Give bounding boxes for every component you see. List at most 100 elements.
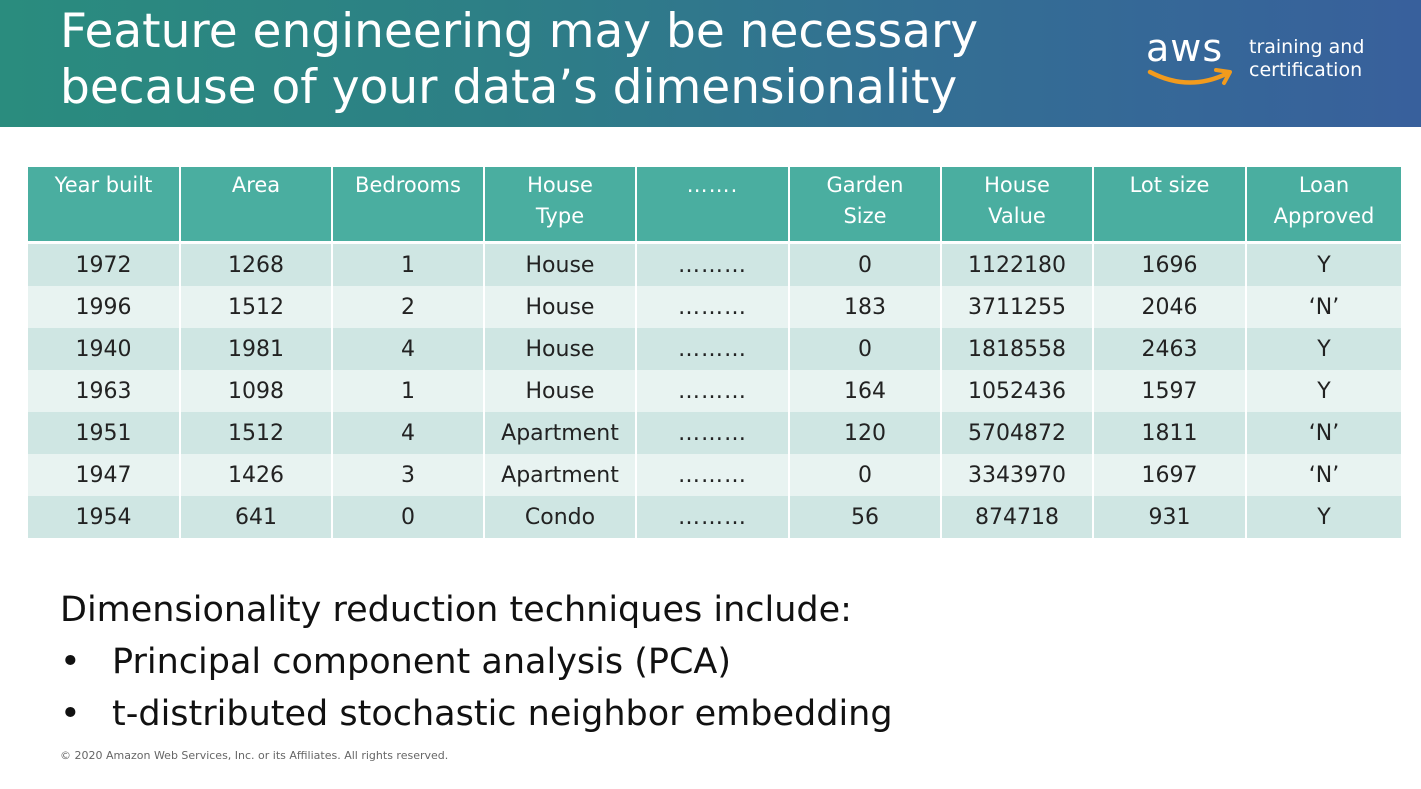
column-header-year-built: Year built — [28, 167, 181, 244]
slide-title: Feature engineering may be necessary bec… — [60, 4, 1060, 116]
table-cell: ……… — [636, 496, 790, 538]
table-cell: 1697 — [1093, 454, 1247, 496]
copyright-notice: © 2020 Amazon Web Services, Inc. or its … — [60, 749, 449, 762]
header-line: Approved — [1273, 204, 1375, 228]
table-cell: 2046 — [1093, 286, 1247, 328]
table-cell: 1981 — [180, 328, 333, 370]
header-line: ……. — [686, 173, 739, 197]
table-cell: Condo — [484, 496, 637, 538]
table-cell: 1098 — [180, 370, 333, 412]
table-cell: Y — [1246, 242, 1401, 286]
table-cell: 931 — [1093, 496, 1247, 538]
slide-header: Feature engineering may be necessary bec… — [0, 0, 1421, 127]
table-cell: 1811 — [1093, 412, 1247, 454]
table-row: 1963 1098 1 House ……… 164 1052436 1597 Y — [28, 370, 1401, 412]
table-cell: 1268 — [180, 242, 333, 286]
dimensionality-techniques: Dimensionality reduction techniques incl… — [60, 584, 1160, 740]
table-cell: 2 — [332, 286, 485, 328]
table-cell: 1963 — [28, 370, 181, 412]
techniques-lead-text: Dimensionality reduction techniques incl… — [60, 590, 852, 630]
header-line: Lot size — [1129, 173, 1210, 197]
slide-title-line-2: because of your data’s dimensionality — [60, 60, 958, 115]
table-cell: 183 — [789, 286, 942, 328]
column-header-lot-size: Lot size — [1093, 167, 1247, 244]
table-cell: ‘N’ — [1246, 412, 1401, 454]
table-header-row: Year built Area Bedrooms House Type ……. G… — [28, 167, 1401, 244]
table-cell: 5704872 — [941, 412, 1094, 454]
table-cell: ……… — [636, 328, 790, 370]
column-header-ellipsis: ……. — [636, 167, 790, 244]
table-cell: 1996 — [28, 286, 181, 328]
table-row: 1947 1426 3 Apartment ……… 0 3343970 1697… — [28, 454, 1401, 496]
list-item: • t-distributed stochastic neighbor embe… — [60, 688, 1160, 740]
list-item: • Principal component analysis (PCA) — [60, 636, 1160, 688]
slide-title-line-1: Feature engineering may be necessary — [60, 4, 979, 59]
list-item-text: Principal component analysis (PCA) — [112, 642, 732, 682]
table-cell: House — [484, 370, 637, 412]
table-row: 1996 1512 2 House ……… 183 3711255 2046 ‘… — [28, 286, 1401, 328]
aws-logo-tagline: training and certification — [1249, 36, 1364, 82]
header-line: Year built — [54, 173, 153, 197]
table-cell: 1426 — [180, 454, 333, 496]
table-cell: ……… — [636, 370, 790, 412]
table-cell: 1122180 — [941, 242, 1094, 286]
table-cell: Apartment — [484, 412, 637, 454]
table-cell: House — [484, 286, 637, 328]
table-row: 1954 641 0 Condo ……… 56 874718 931 Y — [28, 496, 1401, 538]
table-row: 1951 1512 4 Apartment ……… 120 5704872 18… — [28, 412, 1401, 454]
table-cell: ……… — [636, 454, 790, 496]
table-cell: 641 — [180, 496, 333, 538]
housing-data-table: Year built Area Bedrooms House Type ……. G… — [28, 167, 1401, 538]
table-cell: 0 — [789, 328, 942, 370]
table-cell: ‘N’ — [1246, 286, 1401, 328]
header-line: Type — [535, 204, 585, 228]
table-cell: 164 — [789, 370, 942, 412]
table-cell: 56 — [789, 496, 942, 538]
table-cell: House — [484, 328, 637, 370]
header-line: House — [984, 173, 1050, 197]
table-cell: 120 — [789, 412, 942, 454]
header-line: Value — [988, 204, 1046, 228]
aws-logo-tagline-line-2: certification — [1249, 59, 1363, 81]
table-cell: 0 — [332, 496, 485, 538]
table-cell: Y — [1246, 328, 1401, 370]
table-cell: House — [484, 242, 637, 286]
table-cell: 1512 — [180, 286, 333, 328]
table-cell: 1940 — [28, 328, 181, 370]
column-header-garden-size: Garden Size — [789, 167, 942, 244]
aws-logo-tagline-line-1: training and — [1249, 36, 1365, 58]
table-cell: Y — [1246, 496, 1401, 538]
table-cell: 0 — [789, 454, 942, 496]
table-cell: 3343970 — [941, 454, 1094, 496]
table-cell: 1951 — [28, 412, 181, 454]
table-cell: 2463 — [1093, 328, 1247, 370]
table-cell: ……… — [636, 286, 790, 328]
table-row: 1972 1268 1 House ……… 0 1122180 1696 Y — [28, 242, 1401, 286]
table-cell: 874718 — [941, 496, 1094, 538]
table-cell: 3711255 — [941, 286, 1094, 328]
table-cell: ……… — [636, 412, 790, 454]
header-line: Area — [231, 173, 281, 197]
table-cell: 1 — [332, 370, 485, 412]
table-cell: 1597 — [1093, 370, 1247, 412]
table-cell: ……… — [636, 242, 790, 286]
table-cell: 1512 — [180, 412, 333, 454]
header-line: House — [527, 173, 593, 197]
table-cell: 1696 — [1093, 242, 1247, 286]
table-cell: 1954 — [28, 496, 181, 538]
column-header-house-value: House Value — [941, 167, 1094, 244]
table-cell: 0 — [789, 242, 942, 286]
table-cell: Y — [1246, 370, 1401, 412]
table-cell: 1 — [332, 242, 485, 286]
table-cell: 4 — [332, 412, 485, 454]
header-line: Size — [843, 204, 887, 228]
aws-training-logo: aws training and certification — [1146, 26, 1386, 96]
header-line: Loan — [1298, 173, 1350, 197]
aws-smile-icon — [1147, 68, 1232, 85]
bullet-icon: • — [60, 642, 81, 682]
bullet-icon: • — [60, 694, 81, 734]
header-line: Garden — [826, 173, 904, 197]
table-cell: 3 — [332, 454, 485, 496]
table-cell: 1052436 — [941, 370, 1094, 412]
